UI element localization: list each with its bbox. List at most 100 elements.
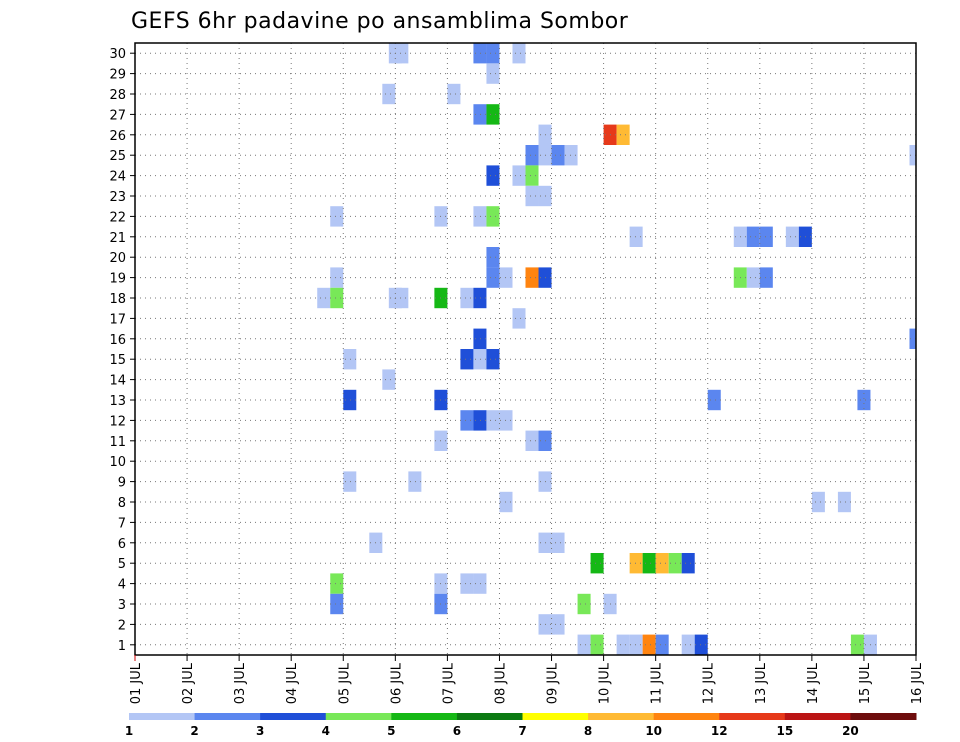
y-tick-label: 23 (109, 190, 126, 205)
colorbar-label: 1 (125, 724, 133, 738)
y-tick-label: 17 (109, 312, 126, 327)
colorbar-label: 2 (190, 724, 198, 738)
x-tick-label: 01 JUL (129, 662, 144, 704)
data-cell (681, 634, 695, 655)
y-tick-label: 27 (109, 108, 126, 123)
data-cell (460, 287, 474, 309)
data-cell (629, 553, 643, 574)
x-tick-label: 08 JUL (493, 662, 508, 704)
y-tick-label: 25 (109, 149, 126, 164)
y-tick-label: 26 (109, 129, 126, 144)
y-tick-label: 2 (118, 618, 126, 633)
data-cell (473, 287, 487, 309)
y-tick-label: 30 (109, 47, 126, 62)
data-cell (629, 226, 643, 247)
data-cell (343, 349, 357, 370)
y-tick-label: 29 (109, 68, 126, 83)
x-axis: 01 JUL 02 JUL 03 JUL 04 JUL 05 JUL 06 JUL 07 J… (129, 655, 925, 704)
data-cell (447, 83, 461, 105)
data-cell (642, 553, 656, 574)
data-cell (525, 267, 539, 288)
y-tick-label: 7 (118, 516, 126, 531)
colorbar-swatch (129, 713, 196, 720)
y-tick-label: 5 (118, 557, 126, 572)
data-cell (460, 573, 474, 594)
data-cell (512, 43, 526, 64)
data-cell (317, 287, 331, 309)
data-cell (850, 634, 864, 655)
data-cell (512, 165, 526, 186)
data-cell (837, 491, 851, 513)
data-cell (460, 349, 474, 370)
data-cell (811, 491, 825, 513)
data-cell (473, 410, 487, 431)
y-tick-label: 20 (109, 251, 126, 266)
data-cell (785, 226, 799, 247)
data-cell (486, 165, 500, 186)
data-cell (551, 532, 565, 553)
grid-layer (135, 43, 916, 655)
data-cell (473, 206, 487, 227)
y-tick-label: 14 (109, 374, 126, 389)
data-cell (486, 247, 500, 268)
data-cell (512, 308, 526, 329)
colorbar-label: 10 (645, 724, 662, 738)
data-cell (395, 287, 409, 309)
data-cell (460, 410, 474, 431)
colorbar-label: 20 (842, 724, 859, 738)
data-cell (759, 267, 773, 288)
colorbar-label: 3 (256, 724, 264, 738)
x-tick-label: 16 JUL (910, 662, 925, 704)
colorbar-swatch (653, 713, 720, 720)
data-cell (382, 369, 396, 390)
y-tick-label: 10 (109, 455, 126, 470)
colorbar-swatch (784, 713, 851, 720)
data-cell (486, 104, 500, 125)
data-cell (551, 614, 565, 635)
colorbar-swatch (522, 713, 589, 720)
x-tick-label: 15 JUL (858, 662, 873, 704)
y-tick-label: 22 (109, 210, 126, 225)
data-cell (909, 328, 916, 349)
data-cell (681, 553, 695, 574)
data-cell (330, 267, 344, 288)
y-axis: 1234567891011121314151617181920212223242… (109, 47, 135, 654)
chart-title: GEFS 6hr padavine po ansamblima Sombor (131, 9, 629, 34)
data-cell (473, 349, 487, 370)
data-cell (395, 43, 409, 64)
y-tick-label: 9 (118, 476, 126, 491)
y-tick-label: 18 (109, 292, 126, 307)
x-tick-label: 04 JUL (285, 662, 300, 704)
data-cell (551, 145, 565, 166)
data-cell (486, 349, 500, 370)
colorbar-label: 5 (387, 724, 395, 738)
data-cell (642, 634, 656, 655)
data-cell (655, 553, 669, 574)
colorbar-label: 4 (322, 724, 330, 738)
colorbar-swatch (456, 713, 523, 720)
data-cell (616, 634, 630, 655)
y-tick-label: 11 (109, 435, 126, 450)
data-cell (330, 206, 344, 227)
data-cell (473, 43, 487, 64)
y-tick-label: 1 (118, 639, 126, 654)
colorbar-swatch (260, 713, 327, 720)
y-tick-label: 13 (109, 394, 126, 409)
data-cell (655, 634, 669, 655)
x-tick-label: 03 JUL (233, 662, 248, 704)
colorbar-swatch (391, 713, 458, 720)
cells-layer (317, 43, 916, 655)
x-tick-label: 14 JUL (806, 662, 821, 704)
x-tick-label: 02 JUL (181, 662, 196, 704)
data-cell (408, 471, 422, 492)
data-cell (330, 287, 344, 309)
data-cell (759, 226, 773, 247)
data-cell (330, 593, 344, 615)
x-tick-label: 13 JUL (754, 662, 769, 704)
data-cell (486, 63, 500, 84)
data-cell (525, 165, 539, 186)
colorbar-label: 15 (776, 724, 793, 738)
colorbar: 1 2 3 4 5 6 7 8 10 12 15 20 (125, 713, 917, 738)
y-tick-label: 15 (109, 353, 126, 368)
y-tick-label: 6 (118, 537, 126, 552)
